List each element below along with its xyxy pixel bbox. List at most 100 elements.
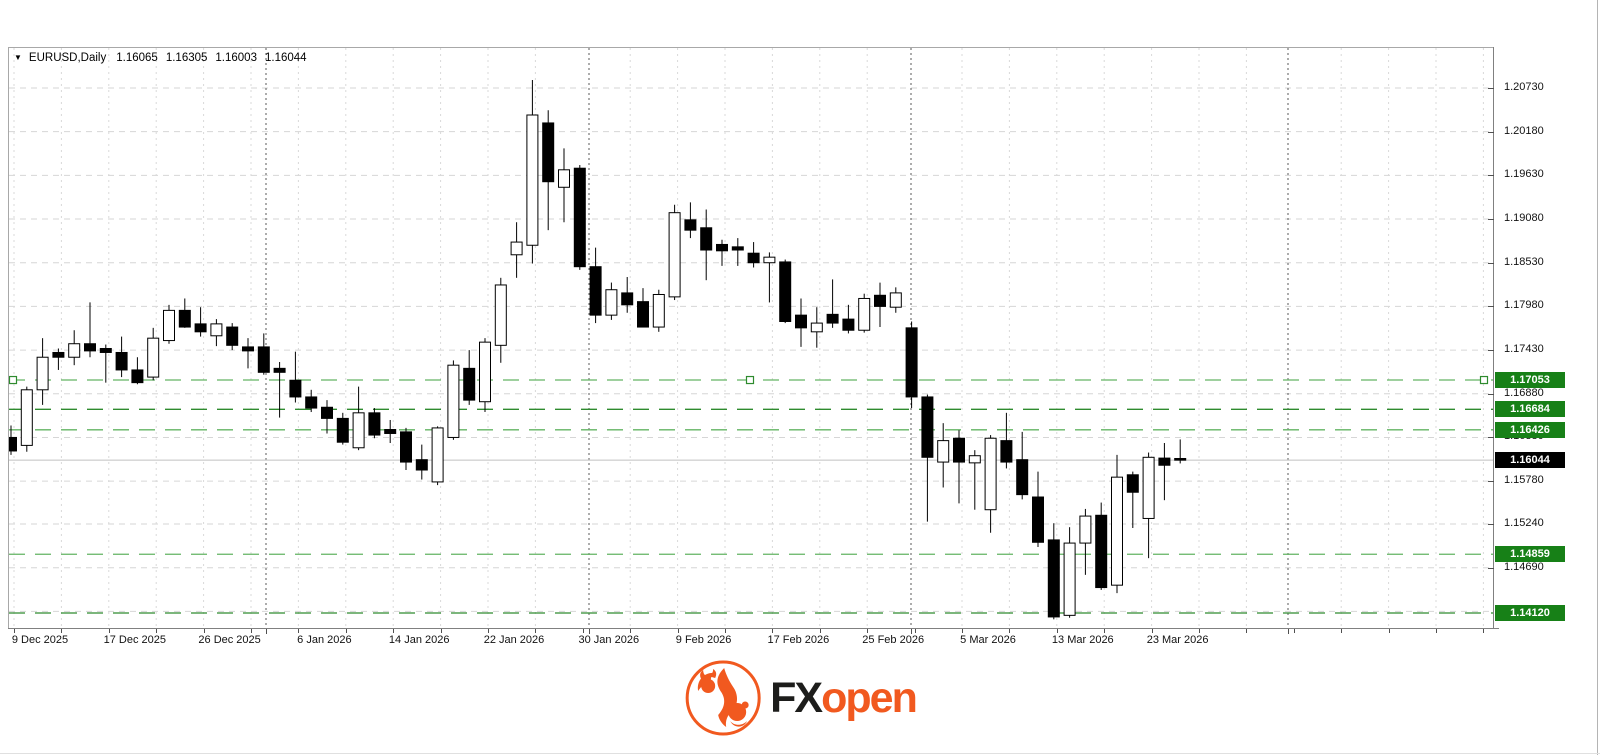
time-axis-label: 14 Jan 2026 xyxy=(388,634,450,646)
bearish-candle-body xyxy=(305,396,318,409)
bearish-candle-body xyxy=(779,261,792,322)
ohlc-open-value: 1.16065 xyxy=(116,52,158,64)
time-axis-tick xyxy=(535,629,537,633)
chart-plot-area[interactable] xyxy=(8,47,1494,629)
time-axis-label: 22 Jan 2026 xyxy=(483,634,545,646)
bearish-candle-body xyxy=(921,396,934,458)
time-axis-tick xyxy=(867,629,869,633)
chart-header: ▼ EURUSD,Daily 1.16065 1.16305 1.16003 1… xyxy=(14,52,315,64)
time-axis-label: 6 Jan 2026 xyxy=(297,634,352,646)
bearish-candle-body xyxy=(747,252,760,264)
bearish-candle-body xyxy=(826,313,839,324)
bullish-candle-body xyxy=(20,389,33,446)
ohlc-low-value: 1.16003 xyxy=(215,52,257,64)
bearish-candle-body xyxy=(99,347,112,353)
time-axis-tick xyxy=(393,629,395,633)
time-axis-tick xyxy=(1293,629,1295,633)
price-axis-tick xyxy=(1488,262,1494,264)
bearish-candle-body xyxy=(257,346,270,373)
price-axis-label: 1.16880 xyxy=(1504,386,1544,399)
time-axis-tick xyxy=(1483,629,1485,633)
candlestick-chart-canvas[interactable] xyxy=(9,48,1494,629)
bullish-candle-body xyxy=(510,241,523,256)
time-axis-tick xyxy=(725,629,726,633)
window-bottom-edge xyxy=(0,753,1600,754)
bullish-candle-body xyxy=(889,292,902,308)
time-axis-label: 17 Dec 2025 xyxy=(103,634,166,646)
current-price-badge: 1.16044 xyxy=(1495,452,1565,469)
bullish-candle-body xyxy=(984,437,997,511)
bearish-candle-body xyxy=(621,292,634,306)
bullish-candle-body xyxy=(1063,542,1076,616)
bearish-candle-body xyxy=(874,294,886,307)
bearish-candle-body xyxy=(684,219,697,231)
time-axis-label: 5 Mar 2026 xyxy=(960,634,1016,646)
time-axis-tick xyxy=(1199,629,1200,633)
level-price-badge: 1.16426 xyxy=(1495,421,1565,438)
bearish-candle-body xyxy=(368,412,381,436)
level-price-badge: 1.14859 xyxy=(1495,546,1565,563)
time-axis-tick xyxy=(108,629,110,633)
level-anchor-handle[interactable] xyxy=(745,375,755,385)
time-axis-tick xyxy=(1009,629,1011,633)
logo-fx-text: FX xyxy=(770,673,823,722)
price-axis-tick xyxy=(1488,567,1494,569)
time-axis-label: 9 Dec 2025 xyxy=(11,634,69,646)
time-axis-tick xyxy=(488,629,489,633)
price-axis-label: 1.19630 xyxy=(1504,168,1544,181)
bullish-candle-body xyxy=(431,427,444,483)
time-axis-tick xyxy=(582,629,584,633)
bearish-candle-body xyxy=(178,309,191,328)
time-axis-tick xyxy=(61,629,63,633)
level-price-badge: 1.17053 xyxy=(1495,372,1565,389)
bullish-candle-body xyxy=(937,440,950,463)
dropdown-arrow-icon[interactable]: ▼ xyxy=(14,53,22,62)
bearish-candle-body xyxy=(1016,459,1029,496)
time-axis-label: 13 Mar 2026 xyxy=(1051,634,1114,646)
level-anchor-handle[interactable] xyxy=(1479,375,1489,385)
bullish-candle-body xyxy=(447,364,460,438)
price-axis-label: 1.19080 xyxy=(1504,212,1544,225)
time-axis-tick xyxy=(772,629,774,633)
time-axis-tick xyxy=(156,629,158,633)
bearish-candle-body xyxy=(384,429,397,434)
bearish-candle-body xyxy=(1158,457,1171,466)
bearish-candle-body xyxy=(716,243,728,252)
time-axis-label: 25 Feb 2026 xyxy=(862,634,925,646)
time-axis-separator-tick xyxy=(911,629,912,634)
logo-open-text: open xyxy=(821,673,918,722)
bearish-candle-body xyxy=(1095,514,1108,589)
bearish-candle-body xyxy=(131,369,144,384)
time-axis-tick xyxy=(914,629,916,633)
bullish-candle-body xyxy=(605,289,618,316)
price-axis-label: 1.15240 xyxy=(1504,517,1544,530)
bullish-candle-body xyxy=(210,323,223,337)
time-axis[interactable]: 9 Dec 2025 17 Dec 2025 26 Dec 2025 6 Jan 20… xyxy=(8,628,1499,651)
time-axis-tick xyxy=(819,629,821,633)
price-axis-tick xyxy=(1488,131,1494,133)
price-axis-tick xyxy=(1488,524,1494,526)
time-axis-tick xyxy=(203,629,205,633)
period-separators xyxy=(265,48,1289,629)
fxopen-bull-bear-icon xyxy=(685,660,761,736)
price-axis[interactable]: 1.20730 1.20180 1.19630 1.19080 1.18530 1.179… xyxy=(1488,47,1600,629)
bearish-candle-body xyxy=(795,314,807,329)
bearish-candle-body xyxy=(842,318,855,331)
bearish-candle-body xyxy=(242,346,254,352)
bullish-candle-body xyxy=(652,293,665,328)
bullish-candle-body xyxy=(1111,476,1123,586)
bullish-candle-body xyxy=(558,169,570,188)
time-axis-tick xyxy=(345,629,347,633)
price-axis-tick xyxy=(1488,306,1494,308)
time-axis-separator-tick xyxy=(1288,629,1289,634)
bearish-candle-body xyxy=(194,323,207,333)
time-axis-tick xyxy=(1341,629,1343,633)
fxopen-logo-text: FXopen xyxy=(770,673,918,722)
support-resistance-lines xyxy=(9,379,1494,614)
bearish-candle-body xyxy=(637,301,649,328)
time-axis-tick xyxy=(677,629,679,633)
time-axis-tick xyxy=(630,629,632,633)
level-anchor-handle[interactable] xyxy=(9,375,18,385)
price-axis-label: 1.17980 xyxy=(1504,299,1544,312)
